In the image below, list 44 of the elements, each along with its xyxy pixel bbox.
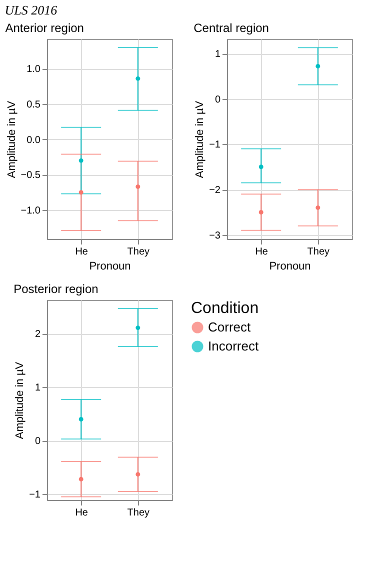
x-axis-title: Pronoun: [89, 260, 131, 272]
x-tick-label: He: [255, 246, 268, 258]
y-axis-title: Amplitude in µV: [6, 100, 18, 178]
legend-label: Incorrect: [208, 338, 259, 354]
y-axis-title: Amplitude in µV: [14, 361, 26, 440]
y-tick-label: 1: [214, 49, 221, 60]
y-tick-label: −0.5: [20, 170, 41, 182]
legend-title: Condition: [191, 300, 259, 317]
y-tick-label: 0.5: [26, 100, 41, 111]
chart-title: Posterior region: [14, 282, 98, 296]
y-tick-label: −1: [209, 140, 221, 151]
y-tick-label: 2: [34, 329, 41, 340]
chart-title: Anterior region: [5, 21, 84, 35]
point: [78, 476, 84, 482]
point: [258, 210, 264, 214]
x-axis-title: Pronoun: [269, 260, 311, 272]
point: [136, 472, 140, 477]
point: [78, 417, 84, 422]
point: [136, 184, 140, 189]
x-tick-label: They: [307, 246, 330, 258]
x-tick-label: He: [75, 508, 88, 518]
y-tick-label: 0: [34, 436, 41, 448]
y-tick-label: −2: [209, 185, 221, 196]
point: [78, 190, 84, 195]
x-tick-label: He: [75, 246, 88, 258]
y-axis-title: Amplitude in µV: [194, 100, 206, 178]
y-tick-label: −3: [209, 230, 221, 242]
y-tick-label: 0: [214, 94, 221, 106]
legend-label: Correct: [208, 320, 252, 334]
y-tick-label: 0.0: [26, 134, 41, 146]
y-tick-label: −1.0: [20, 206, 41, 217]
x-tick-label: They: [127, 246, 150, 258]
chart-title: Central region: [194, 21, 269, 35]
point: [316, 205, 320, 210]
point: [136, 326, 140, 330]
x-tick-label: They: [127, 508, 150, 518]
point: [316, 64, 320, 68]
y-tick-label: 1: [34, 382, 41, 394]
point: [258, 164, 264, 170]
point: [78, 158, 84, 163]
point: [136, 76, 140, 81]
y-tick-label: −1: [29, 490, 41, 501]
y-tick-label: 1.0: [26, 64, 41, 76]
text: ULS 2016: [4, 2, 58, 18]
